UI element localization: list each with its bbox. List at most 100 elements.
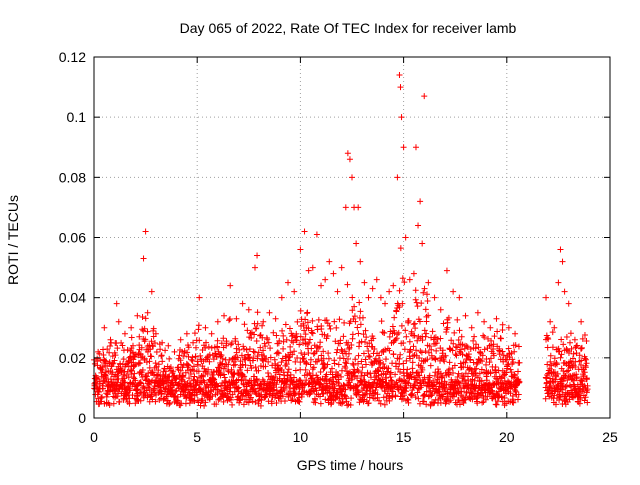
data-point bbox=[302, 316, 309, 323]
data-point bbox=[185, 362, 192, 369]
data-point bbox=[576, 396, 583, 403]
data-point bbox=[445, 314, 452, 321]
data-point bbox=[329, 374, 336, 381]
data-point bbox=[302, 366, 309, 373]
data-point bbox=[458, 388, 465, 395]
data-point bbox=[444, 319, 451, 326]
data-point bbox=[114, 345, 121, 352]
data-point bbox=[361, 372, 368, 379]
data-point bbox=[437, 399, 444, 406]
data-point bbox=[455, 379, 462, 386]
data-point bbox=[584, 399, 591, 406]
data-point bbox=[473, 365, 480, 372]
data-point bbox=[252, 399, 259, 406]
data-point bbox=[583, 389, 590, 396]
data-point-peak bbox=[142, 228, 149, 235]
data-point-peak bbox=[462, 312, 469, 319]
data-point-peak bbox=[342, 204, 349, 211]
data-point-peak bbox=[334, 288, 341, 295]
data-point bbox=[269, 362, 276, 369]
data-point-peak bbox=[251, 264, 258, 271]
data-point bbox=[180, 353, 187, 360]
x-tick-label: 25 bbox=[602, 429, 618, 445]
data-point-peak bbox=[419, 240, 426, 247]
data-point bbox=[414, 303, 421, 310]
data-point bbox=[516, 379, 523, 386]
data-point bbox=[499, 348, 506, 355]
data-point bbox=[246, 354, 253, 361]
data-point bbox=[455, 397, 462, 404]
data-point bbox=[255, 349, 262, 356]
data-point bbox=[166, 401, 173, 408]
data-point bbox=[422, 348, 429, 355]
data-point bbox=[409, 365, 416, 372]
data-point bbox=[333, 349, 340, 356]
data-point bbox=[149, 342, 156, 349]
data-point bbox=[423, 330, 430, 337]
data-point bbox=[148, 338, 155, 345]
data-point bbox=[158, 391, 165, 398]
data-point bbox=[455, 370, 462, 377]
data-point bbox=[191, 373, 198, 380]
data-point bbox=[381, 401, 388, 408]
x-tick-label: 20 bbox=[499, 429, 515, 445]
data-point bbox=[136, 333, 143, 340]
data-point bbox=[301, 351, 308, 358]
data-point bbox=[303, 377, 310, 384]
data-point bbox=[512, 387, 519, 394]
data-point bbox=[209, 392, 216, 399]
data-point-peak bbox=[361, 279, 368, 286]
data-point-peak bbox=[365, 294, 372, 301]
data-point bbox=[389, 323, 396, 330]
data-point bbox=[141, 325, 148, 332]
data-point-peak bbox=[313, 231, 320, 238]
data-point bbox=[446, 366, 453, 373]
data-point bbox=[205, 343, 212, 350]
y-tick-label: 0 bbox=[78, 410, 86, 426]
data-point-peak bbox=[349, 174, 355, 181]
data-point bbox=[344, 281, 351, 288]
data-point bbox=[404, 379, 411, 386]
data-point bbox=[579, 335, 586, 342]
data-point bbox=[429, 328, 436, 335]
data-point-peak bbox=[148, 288, 155, 295]
data-point-peak bbox=[233, 315, 240, 322]
data-point bbox=[376, 397, 383, 404]
data-point bbox=[570, 350, 577, 357]
data-point bbox=[352, 356, 359, 363]
data-point bbox=[510, 359, 517, 366]
data-point bbox=[306, 391, 313, 398]
data-point bbox=[320, 355, 327, 362]
data-point bbox=[177, 357, 184, 364]
data-point bbox=[329, 391, 336, 398]
data-point-peak bbox=[512, 330, 519, 337]
data-point bbox=[392, 392, 399, 399]
data-point bbox=[397, 383, 404, 390]
data-point bbox=[270, 329, 277, 336]
data-point bbox=[427, 362, 434, 369]
data-point bbox=[180, 372, 187, 379]
data-point bbox=[370, 390, 377, 397]
data-point bbox=[406, 338, 413, 345]
data-point-peak bbox=[557, 246, 564, 253]
data-point bbox=[253, 325, 260, 332]
data-point bbox=[475, 344, 482, 351]
data-point bbox=[247, 330, 254, 337]
data-point bbox=[250, 348, 257, 355]
data-point-peak bbox=[285, 279, 292, 286]
data-point bbox=[289, 351, 296, 358]
data-point bbox=[440, 356, 447, 363]
data-point bbox=[351, 313, 358, 320]
data-point-peak bbox=[406, 276, 413, 283]
data-point bbox=[207, 387, 214, 394]
data-point bbox=[419, 337, 426, 344]
data-point bbox=[257, 402, 264, 409]
data-point bbox=[296, 341, 303, 348]
data-point bbox=[387, 369, 394, 376]
data-point bbox=[396, 304, 403, 311]
data-point bbox=[356, 299, 363, 306]
data-point bbox=[488, 355, 495, 362]
data-point bbox=[114, 393, 121, 400]
data-point bbox=[478, 366, 485, 373]
data-point bbox=[341, 348, 348, 355]
